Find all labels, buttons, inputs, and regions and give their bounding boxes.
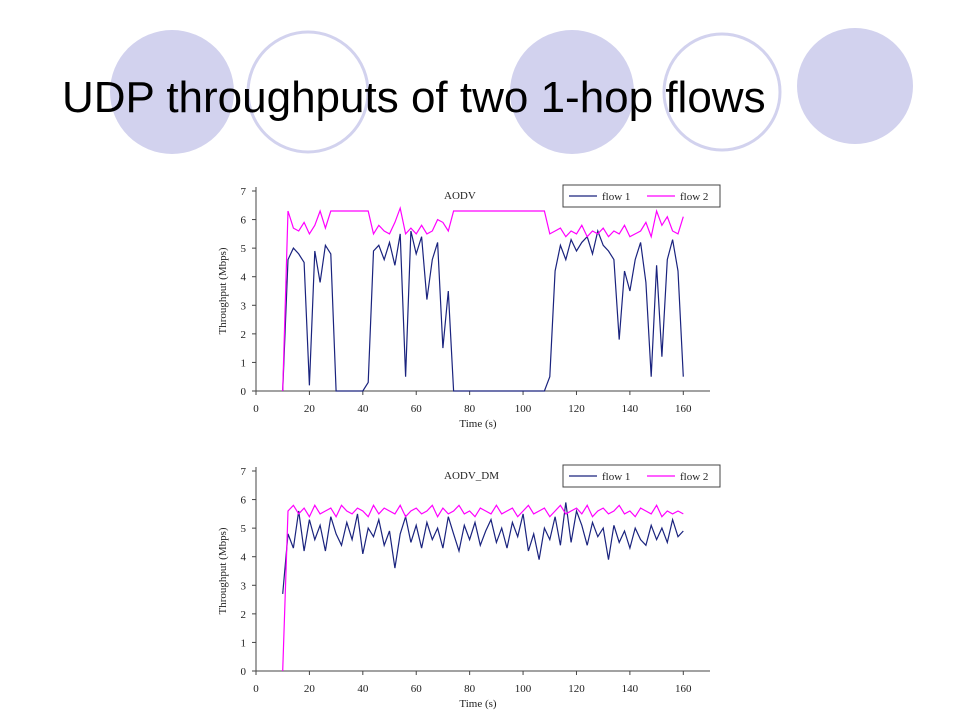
y-tick-label: 4 xyxy=(241,272,247,284)
legend-label: flow 1 xyxy=(602,471,630,483)
y-tick-label: 4 xyxy=(241,552,247,564)
x-tick-label: 100 xyxy=(515,683,532,695)
x-axis-label: Time (s) xyxy=(459,698,497,710)
legend-box xyxy=(562,464,721,488)
legend-label: flow 1 xyxy=(602,191,630,203)
y-tick-label: 5 xyxy=(241,243,247,255)
x-tick-label: 120 xyxy=(568,403,585,415)
y-tick-label: 2 xyxy=(241,609,247,621)
legend-label: flow 2 xyxy=(680,191,708,203)
x-axis-label: Time (s) xyxy=(459,418,497,430)
x-tick-label: 40 xyxy=(357,683,369,695)
x-tick-label: 60 xyxy=(411,403,423,415)
y-tick-label: 3 xyxy=(241,580,247,592)
x-tick-label: 20 xyxy=(304,683,316,695)
x-tick-label: 0 xyxy=(253,403,259,415)
y-tick-label: 7 xyxy=(241,466,247,478)
decoration xyxy=(110,28,913,154)
y-tick-label: 6 xyxy=(241,495,247,507)
series-line xyxy=(282,502,684,594)
x-tick-label: 160 xyxy=(675,403,692,415)
y-tick-label: 1 xyxy=(241,357,247,369)
y-tick-label: 2 xyxy=(241,329,247,341)
legend: flow 1 flow 2 xyxy=(562,184,721,208)
x-tick-label: 20 xyxy=(304,403,316,415)
legend: flow 1 flow 2 xyxy=(562,464,721,488)
slide-title: UDP throughputs of two 1-hop flows xyxy=(62,73,766,122)
y-axis-label: Throughput (Mbps) xyxy=(217,247,229,334)
chart-title: AODV xyxy=(444,190,476,202)
series-line xyxy=(282,228,684,392)
x-tick-label: 140 xyxy=(622,683,639,695)
y-tick-label: 3 xyxy=(241,300,247,312)
x-tick-label: 140 xyxy=(622,403,639,415)
chart-title: AODV_DM xyxy=(444,470,499,482)
x-tick-label: 160 xyxy=(675,683,692,695)
x-tick-label: 120 xyxy=(568,683,585,695)
x-tick-label: 100 xyxy=(515,403,532,415)
y-tick-label: 0 xyxy=(241,666,247,678)
y-tick-label: 5 xyxy=(241,523,247,535)
x-tick-label: 80 xyxy=(464,403,476,415)
x-tick-label: 80 xyxy=(464,683,476,695)
y-tick-label: 1 xyxy=(241,637,247,649)
y-tick-label: 6 xyxy=(241,215,247,227)
y-tick-label: 0 xyxy=(241,386,247,398)
legend-label: flow 2 xyxy=(680,471,708,483)
y-tick-label: 7 xyxy=(241,186,247,198)
series-line xyxy=(282,205,684,392)
x-tick-label: 0 xyxy=(253,683,259,695)
legend-box xyxy=(562,184,721,208)
x-tick-label: 40 xyxy=(357,403,369,415)
y-axis-label: Throughput (Mbps) xyxy=(217,527,229,614)
series-line xyxy=(282,504,684,672)
x-tick-label: 60 xyxy=(411,683,423,695)
